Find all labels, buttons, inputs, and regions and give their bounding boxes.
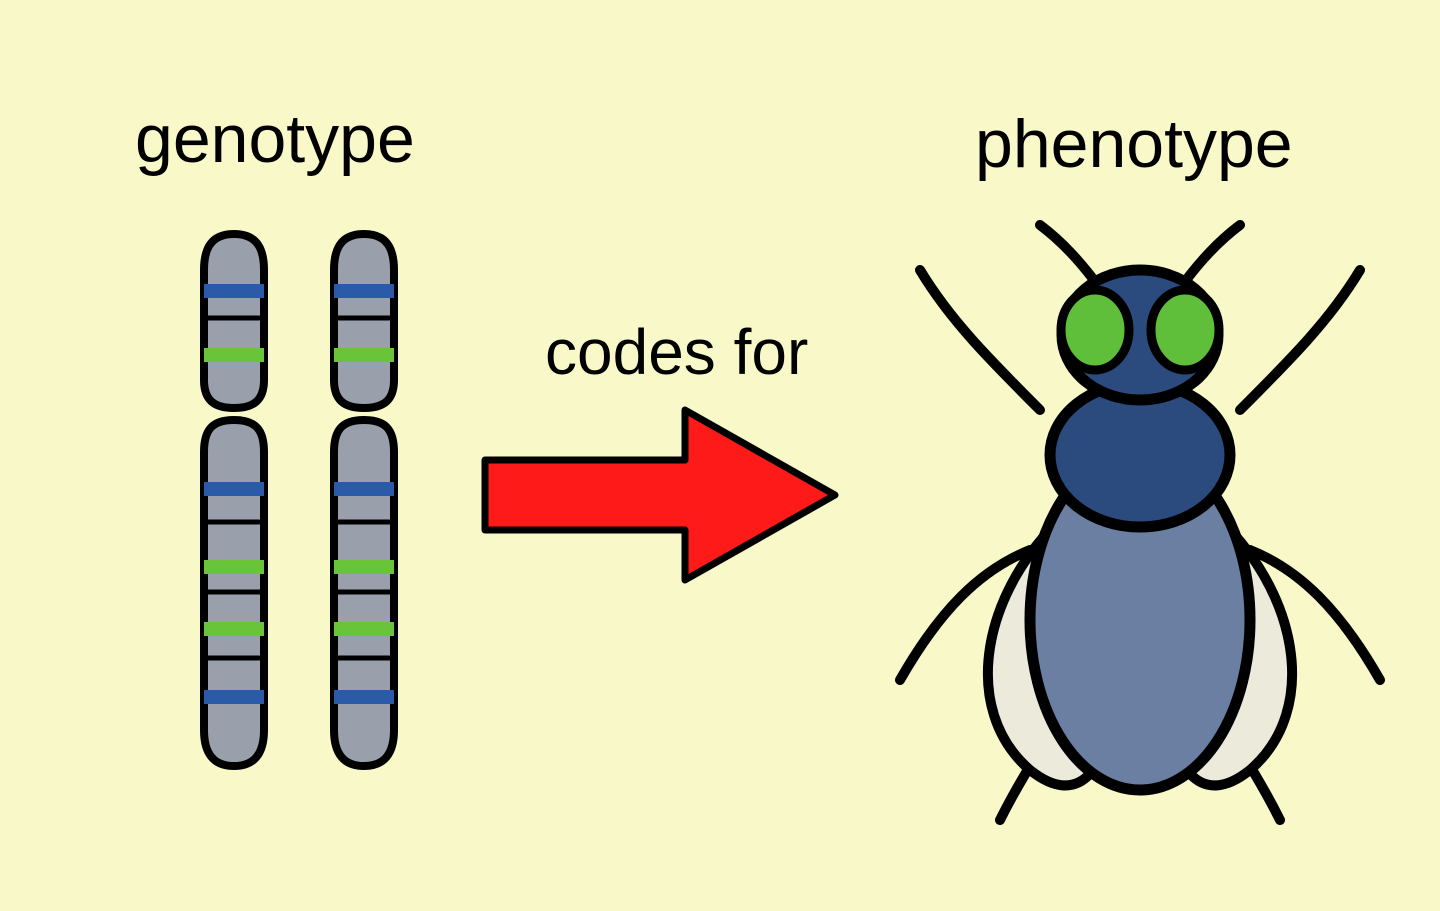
chromosome-left bbox=[190, 230, 278, 770]
chromosome-icon bbox=[190, 230, 278, 770]
fly-icon bbox=[880, 210, 1400, 830]
genotype-label: genotype bbox=[135, 100, 415, 178]
chromosome-pair bbox=[180, 230, 480, 790]
arrow-right-icon bbox=[475, 400, 845, 590]
chromosome-right bbox=[320, 230, 408, 770]
codes-for-arrow bbox=[475, 400, 845, 590]
fly-illustration bbox=[880, 210, 1400, 830]
phenotype-label: phenotype bbox=[975, 105, 1293, 183]
codes-for-label: codes for bbox=[545, 315, 808, 389]
chromosome-icon bbox=[320, 230, 408, 770]
